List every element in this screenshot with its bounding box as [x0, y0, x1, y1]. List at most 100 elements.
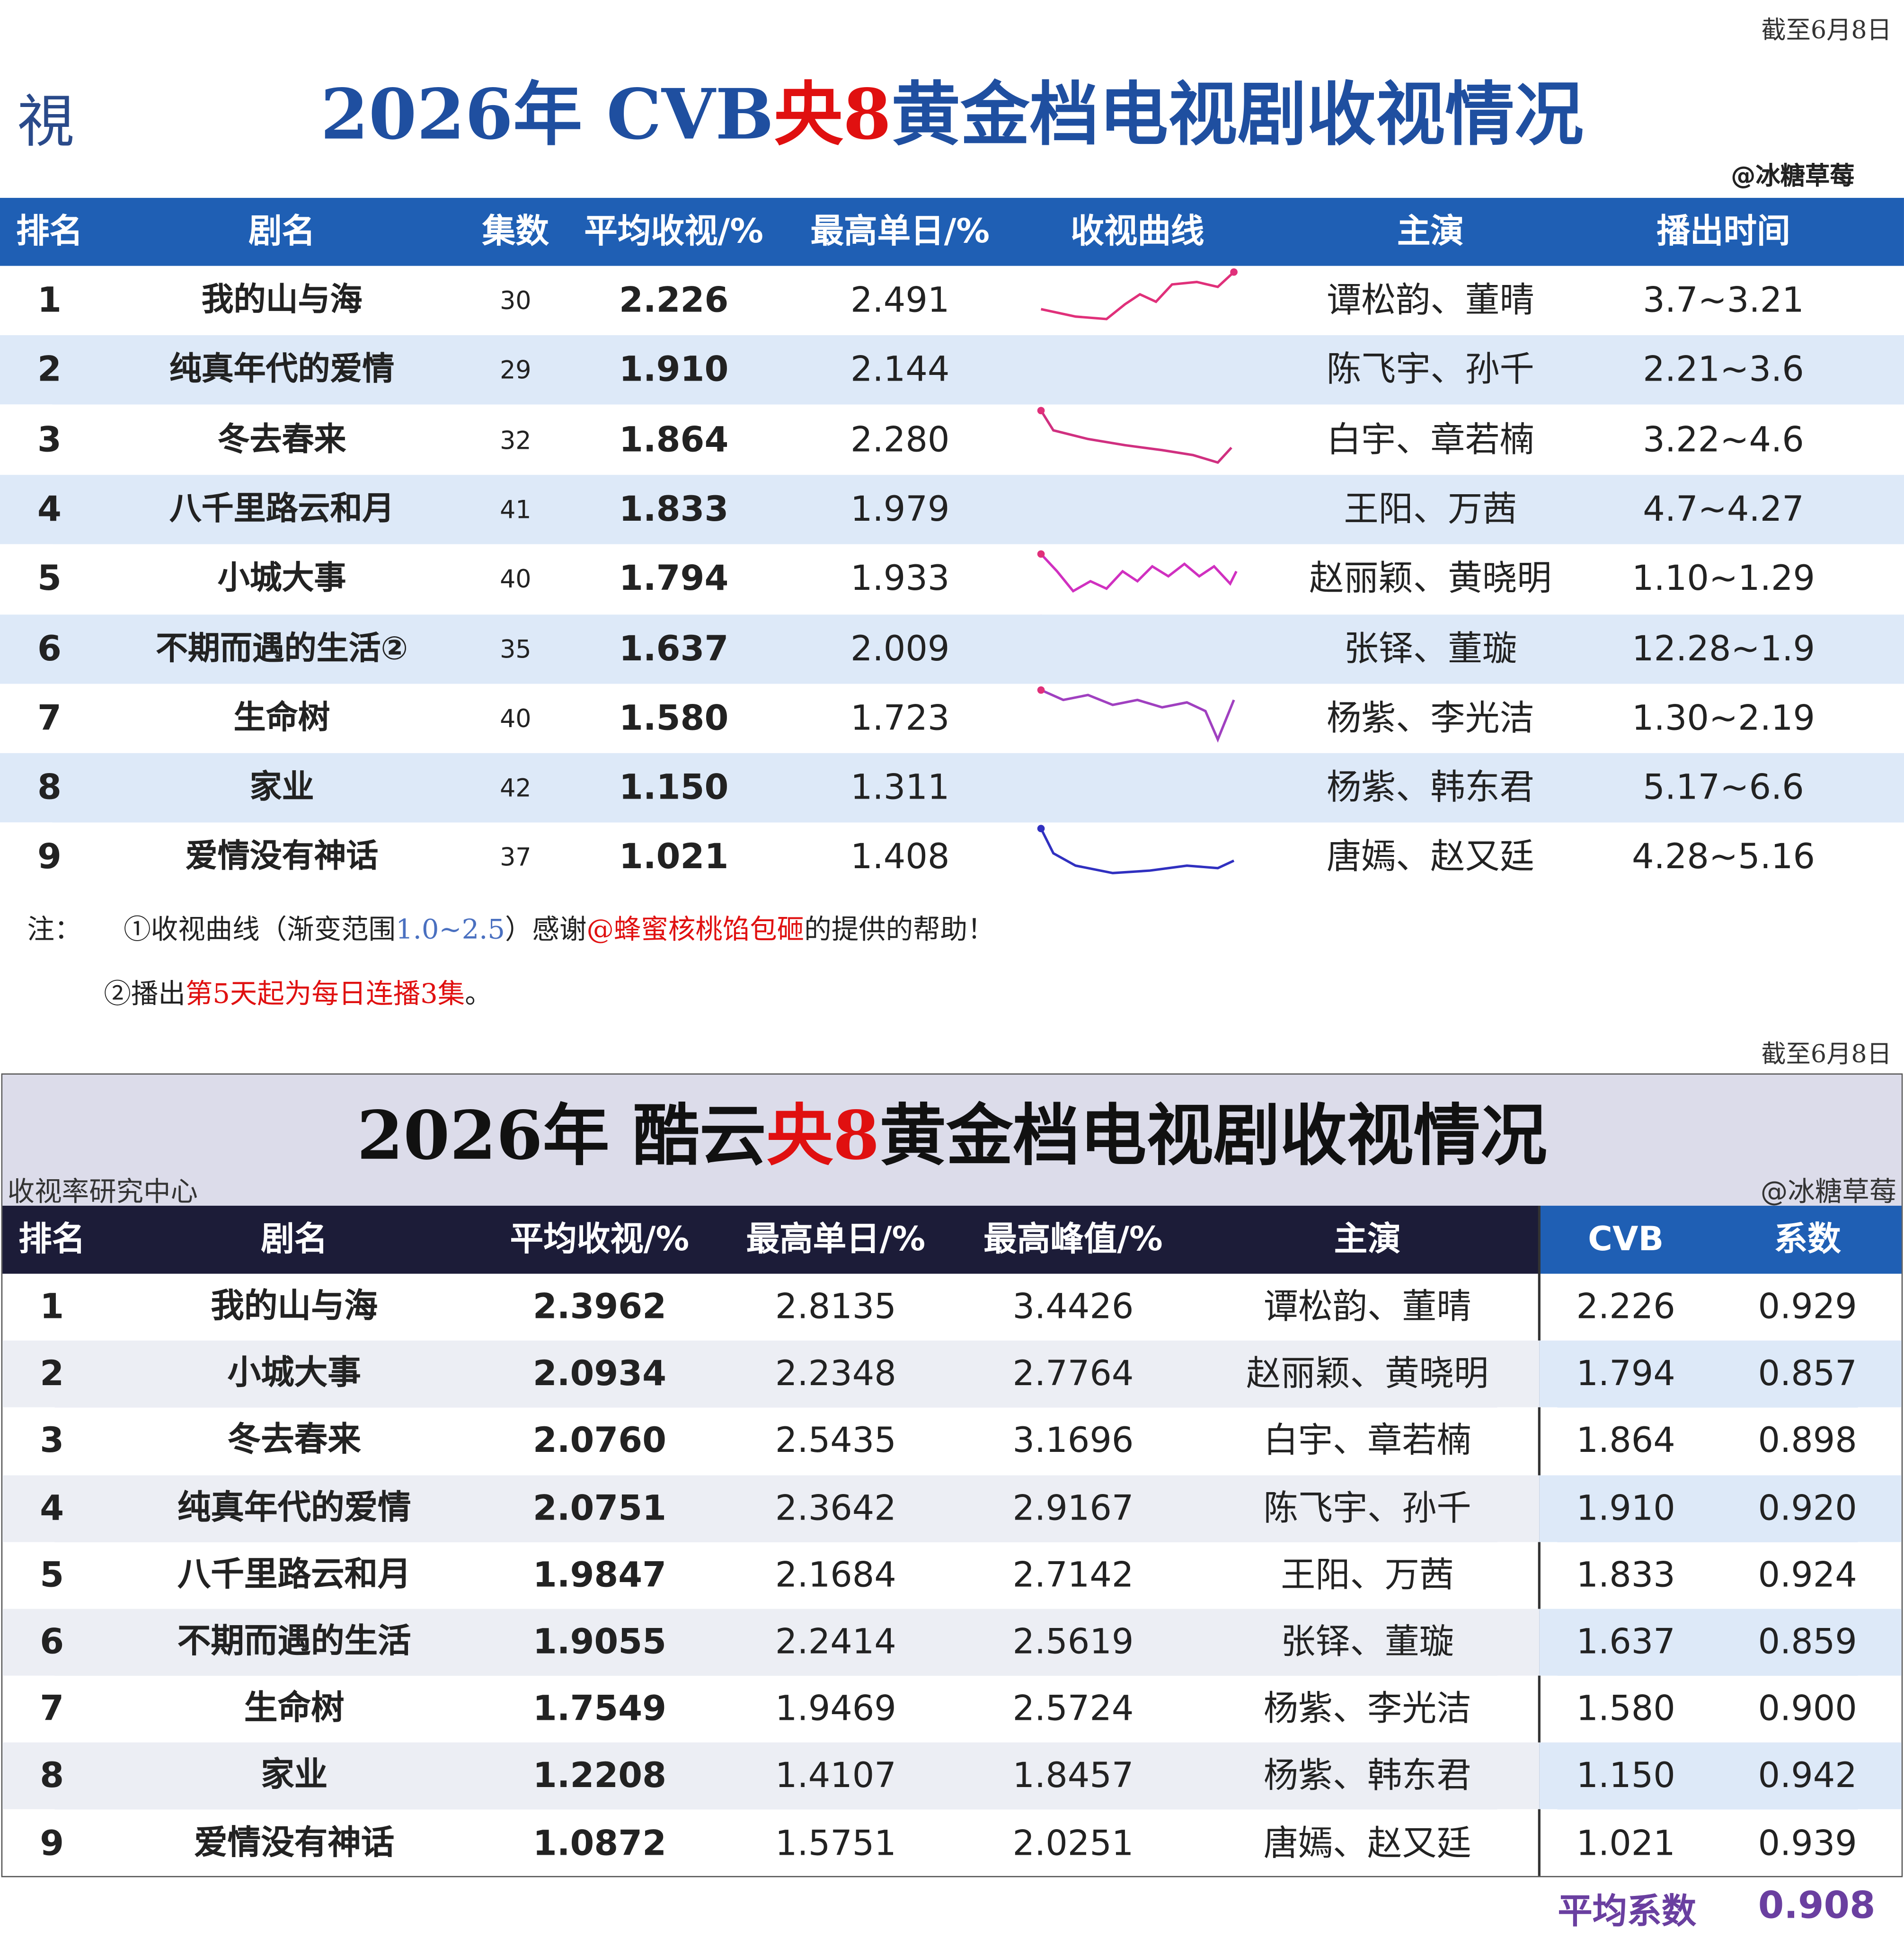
top-header-bg	[0, 197, 1904, 266]
table-cell: 7	[37, 697, 62, 738]
table-cell: 2.2348	[775, 1353, 896, 1394]
table-cell: 冬去春来	[227, 1421, 361, 1460]
row-bg	[1539, 1743, 1902, 1810]
avg-value: 0.908	[1758, 1885, 1876, 1928]
header-cell: 排名	[18, 1220, 86, 1259]
table-cell: 1.864	[619, 418, 729, 460]
table-cell: 12.28~1.9	[1632, 627, 1815, 668]
table-cell: 0.929	[1758, 1286, 1857, 1327]
row-bg	[2, 1341, 1540, 1408]
table-cell: 8	[37, 766, 62, 808]
table-cell: 赵丽颖、黄晓明	[1309, 558, 1552, 599]
title-part: 央8	[766, 1095, 880, 1175]
header-cell: 最高单日/%	[810, 213, 990, 251]
table-cell: 1.580	[619, 697, 729, 738]
title-part: 央8	[773, 74, 892, 156]
header-cell: 排名	[16, 213, 83, 251]
table-cell: 谭松韵、董晴	[1326, 279, 1534, 320]
bottom-title: 2026年 酷云央8黄金档电视剧收视情况	[0, 1081, 1904, 1178]
header-cell: 剧名	[261, 1220, 328, 1259]
row-bg	[1539, 1475, 1902, 1542]
table-cell: 2.3642	[775, 1487, 896, 1528]
table-cell: 4.28~5.16	[1632, 836, 1815, 878]
table-cell: 家业	[261, 1756, 328, 1795]
note-text: ②播出	[104, 979, 186, 1011]
table-cell: 35	[500, 633, 531, 664]
table-cell: 6	[40, 1621, 64, 1662]
table-cell: 0.942	[1758, 1755, 1857, 1797]
table-cell: 白宇、章若楠	[1326, 418, 1534, 460]
header-cell: 主演	[1397, 213, 1464, 251]
table-cell: 白宇、章若楠	[1263, 1420, 1471, 1461]
table-cell: 0.920	[1758, 1487, 1857, 1528]
note-text: @蜂蜜核桃馅包砸	[586, 915, 805, 946]
table-cell: 4	[40, 1487, 64, 1528]
table-cell: 8	[40, 1755, 64, 1797]
table-cell: 1.833	[619, 488, 729, 529]
header-cell: 集数	[482, 213, 549, 251]
table-cell: 2.226	[1576, 1286, 1675, 1327]
header-cell: 主演	[1334, 1220, 1401, 1259]
row-bg	[0, 614, 1904, 684]
note-text: 1.0~2.5	[396, 915, 505, 946]
table-cell: 1.150	[619, 766, 729, 808]
bottom-title-bg	[2, 1075, 1902, 1206]
table-cell: 纯真年代的爱情	[169, 351, 395, 389]
table-cell: 1.637	[1576, 1621, 1675, 1662]
title-part: 2026年 CVB	[320, 74, 774, 156]
note-text: ①收视曲线（渐变范围	[124, 915, 396, 946]
note-1: 注： ①收视曲线（渐变范围1.0~2.5）感谢@蜂蜜核桃馅包砸的提供的帮助！	[27, 907, 994, 947]
table-cell: 1.9847	[532, 1554, 667, 1595]
table-cell: 9	[40, 1822, 64, 1863]
table-cell: 1.933	[850, 558, 950, 599]
header-cell: 收视曲线	[1071, 213, 1204, 251]
note-2: ②播出第5天起为每日连播3集。	[104, 972, 492, 1012]
table-cell: 1	[40, 1286, 64, 1327]
table-cell: 3.7~3.21	[1643, 279, 1804, 320]
table-cell: 2.2414	[775, 1621, 896, 1662]
table-cell: 八千里路云和月	[177, 1555, 411, 1594]
table-cell: 3.22~4.6	[1643, 418, 1804, 460]
table-cell: 1.2208	[532, 1755, 667, 1797]
table-cell: 2.0760	[532, 1420, 667, 1461]
table-cell: 4	[37, 488, 62, 529]
row-bg	[0, 335, 1904, 405]
table-cell: 0.859	[1758, 1621, 1857, 1662]
table-cell: 生命树	[233, 700, 330, 737]
header-cell: 最高峰值/%	[983, 1220, 1163, 1259]
table-cell: 1.910	[1576, 1487, 1675, 1528]
table-cell: 2.0751	[532, 1487, 667, 1528]
table-cell: 5	[40, 1554, 64, 1595]
table-cell: 2.1684	[775, 1554, 896, 1595]
table-cell: 杨紫、韩东君	[1326, 766, 1534, 808]
table-cell: 2.21~3.6	[1643, 349, 1804, 390]
table-cell: 陈飞宇、孙千	[1263, 1487, 1471, 1528]
table-cell: 2.5619	[1012, 1621, 1134, 1662]
table-cell: 9	[37, 836, 62, 878]
note-text: 第5天起为每日连播3集	[185, 979, 465, 1011]
table-cell: 0.898	[1758, 1420, 1857, 1461]
table-cell: 1	[37, 279, 62, 320]
table-cell: 唐嫣、赵又廷	[1263, 1822, 1471, 1863]
table-cell: 2.226	[619, 279, 729, 320]
table-cell: 2.491	[850, 279, 950, 320]
table-cell: 1.794	[1576, 1353, 1675, 1394]
table-cell: 2.5435	[775, 1420, 896, 1461]
table-cell: 爱情没有神话	[194, 1823, 395, 1862]
table-cell: 2.0934	[532, 1353, 667, 1394]
table-cell: 2	[40, 1353, 64, 1394]
row-bg	[0, 753, 1904, 823]
table-cell: 八千里路云和月	[169, 490, 395, 528]
bottom-header-bg	[2, 1205, 1540, 1274]
table-cell: 生命树	[244, 1689, 345, 1728]
table-cell: 2.280	[850, 418, 950, 460]
table-cell: 2.8135	[775, 1286, 896, 1327]
note-text: 。	[465, 979, 492, 1011]
title-part: 黄金档电视剧收视情况	[879, 1095, 1547, 1175]
table-cell: 3.4426	[1012, 1286, 1134, 1327]
table-cell: 2	[37, 349, 62, 390]
row-bg	[1539, 1341, 1902, 1408]
table-cell: 2.0251	[1012, 1822, 1134, 1863]
table-cell: 我的山与海	[211, 1287, 378, 1326]
